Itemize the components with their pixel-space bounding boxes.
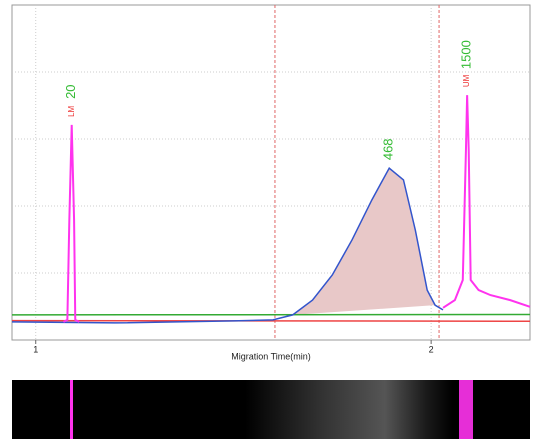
x-axis-label: Migration Time(min) (231, 351, 311, 361)
gel-image (12, 380, 530, 439)
plot-frame (12, 5, 530, 340)
peak-label: 468 (381, 138, 396, 160)
gel-band (70, 380, 73, 439)
peak-tag: UM (462, 74, 471, 87)
page: {"chart_data":{ "type":"line", "x_label"… (0, 0, 541, 439)
peak-tag: LM (67, 105, 76, 116)
chart: 1 2 LM 20 468 UM 1500 Migration Time(min) (0, 0, 541, 439)
gel-band (459, 380, 473, 439)
peak-label: 20 (63, 84, 78, 98)
x-tick-label: 2 (429, 344, 434, 354)
x-tick-label: 1 (33, 344, 38, 354)
peak-label: 1500 (459, 40, 474, 69)
